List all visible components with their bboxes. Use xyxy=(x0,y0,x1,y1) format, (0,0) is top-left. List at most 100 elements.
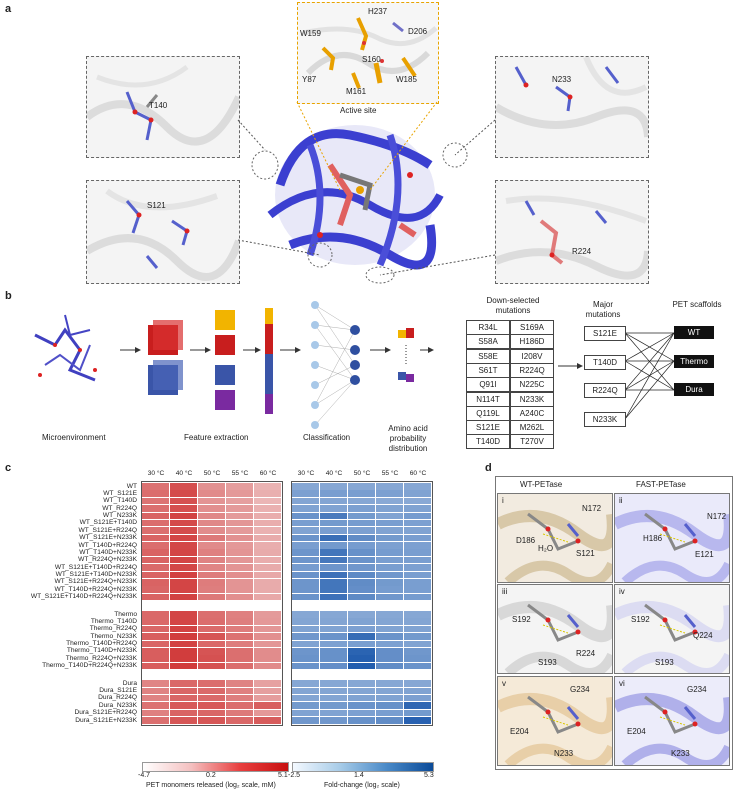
heatmap-cell-red xyxy=(170,680,198,687)
heatmap-cell-blue xyxy=(320,564,348,571)
roman-numeral: iv xyxy=(619,587,625,596)
heatmap-cell-blue xyxy=(292,556,320,564)
temp-tick-blue: 55 °C xyxy=(381,470,399,477)
heatmap-cell-blue xyxy=(348,519,376,527)
heatmap-row-label: Dura_R224Q xyxy=(98,694,137,702)
heatmap-cell-red xyxy=(142,633,170,640)
heatmap-cell-red xyxy=(142,655,170,662)
heatmap-cell-blue xyxy=(348,702,376,709)
heatmap-cell-blue xyxy=(376,702,404,709)
heatmap-cell-red xyxy=(226,647,254,655)
roman-numeral: i xyxy=(502,496,504,505)
red-heatmap-frame xyxy=(141,481,283,727)
temp-tick-blue: 40 °C xyxy=(325,470,343,477)
residue-label: N172 xyxy=(707,512,727,521)
heatmap-cell-blue xyxy=(404,647,432,655)
heatmap-cell-red xyxy=(142,625,170,633)
heatmap-cell-red xyxy=(254,571,282,579)
heatmap-cell-blue xyxy=(292,662,320,670)
pipeline-graphic xyxy=(120,301,434,429)
heatmap-cell-blue xyxy=(404,549,432,556)
inset-r224: R224 xyxy=(495,180,649,284)
heatmap-cell-blue xyxy=(292,512,320,520)
inset-label: T140 xyxy=(149,101,168,110)
heatmap-cell-blue xyxy=(404,519,432,527)
heatmap-row-label: WT_S121E xyxy=(103,489,137,497)
heatmap-cell-blue xyxy=(348,618,376,626)
red-scale-label: PET monomers released (log₂ scale, mM) xyxy=(146,782,276,789)
heatmap-row-label: WT_N233K xyxy=(102,512,137,520)
scaffold-title: PET scaffolds xyxy=(672,300,722,309)
heatmap-cell-red xyxy=(198,593,226,601)
heatmap-cell-red xyxy=(170,655,198,662)
heatmap-cell-blue xyxy=(320,578,348,586)
heatmap-cell-blue xyxy=(404,680,432,687)
heatmap-cell-red xyxy=(170,519,198,527)
red-tick: 0.2 xyxy=(206,772,216,779)
col-title-fast: FAST-PETase xyxy=(636,480,686,489)
heatmap-cell-blue xyxy=(292,633,320,640)
mutation-box: N233K xyxy=(510,391,554,407)
heatmap-cell-blue xyxy=(320,527,348,534)
mutation-box: R224Q xyxy=(510,362,554,378)
heatmap-cell-red xyxy=(142,534,170,542)
heatmap-cell-blue xyxy=(320,490,348,497)
heatmap-cell-blue xyxy=(376,655,404,662)
heatmap-cell-blue xyxy=(376,618,404,626)
structure-panel-iii: iii S192 S193 R224 xyxy=(497,584,613,674)
heatmap-cell-red xyxy=(226,702,254,709)
heatmap-cell-red xyxy=(254,505,282,512)
step-label: Classification xyxy=(303,433,351,442)
heatmap-cell-red xyxy=(170,640,198,648)
heatmap-cell-red xyxy=(198,505,226,512)
temp-tick-blue: 30 °C xyxy=(297,470,315,477)
major-mutation-box: N233K xyxy=(584,412,626,428)
heatmap-cell-red xyxy=(198,655,226,662)
residue-label: S160 xyxy=(362,55,381,64)
heatmap-cell-red xyxy=(170,717,198,724)
heatmap-cell-red xyxy=(254,556,282,564)
heatmap-cell-blue xyxy=(348,564,376,571)
heatmap-cell-red xyxy=(142,680,170,687)
heatmap-cell-blue xyxy=(404,694,432,702)
major-mutation-box: R224Q xyxy=(584,383,626,399)
blue-tick: 1.4 xyxy=(354,772,364,779)
heatmap-row-label: WT_R224Q+N233K xyxy=(78,556,137,564)
heatmap-cell-blue xyxy=(376,505,404,512)
heatmap-cell-blue xyxy=(348,640,376,648)
heatmap-cell-red xyxy=(170,633,198,640)
heatmap-cell-blue xyxy=(320,549,348,556)
heatmap-cell-red xyxy=(254,655,282,662)
heatmap-cell-blue xyxy=(404,571,432,579)
heatmap-cell-red xyxy=(198,687,226,695)
heatmap-row-label: Thermo_N233K xyxy=(90,632,137,640)
heatmap-cell-red xyxy=(226,527,254,534)
heatmap-cell-red xyxy=(142,593,170,601)
heatmap-cell-red xyxy=(170,497,198,505)
mutation-box: S58E xyxy=(466,348,510,364)
heatmap-row-label: WT_T140D+N233K xyxy=(79,548,137,556)
heatmap-cell-red xyxy=(254,717,282,724)
heatmap-cell-blue xyxy=(404,578,432,586)
heatmap-cell-blue xyxy=(404,564,432,571)
heatmap-cell-blue xyxy=(320,534,348,542)
heatmap-cell-red xyxy=(170,611,198,618)
heatmap-cell-red xyxy=(226,655,254,662)
heatmap-cell-blue xyxy=(292,483,320,490)
heatmap-cell-blue xyxy=(320,680,348,687)
inset-label: N233 xyxy=(552,75,572,84)
heatmap-cell-blue xyxy=(404,687,432,695)
residue-label: G234 xyxy=(687,685,707,694)
mutation-box: Q91I xyxy=(466,377,510,393)
heatmap-cell-blue xyxy=(320,655,348,662)
heatmap-cell-red xyxy=(254,527,282,534)
step-label: Amino acid probability distribution xyxy=(388,424,428,453)
heatmap-cell-blue xyxy=(404,625,432,633)
heatmap-cell-blue xyxy=(292,709,320,717)
residue-label: S193 xyxy=(655,658,674,667)
panel-label-d: d xyxy=(485,462,492,474)
mutation-box: A240C xyxy=(510,405,554,421)
heatmap-cell-blue xyxy=(320,640,348,648)
heatmap-cell-blue xyxy=(376,564,404,571)
heatmap-row-label: WT_S121E+R224Q xyxy=(78,526,137,534)
